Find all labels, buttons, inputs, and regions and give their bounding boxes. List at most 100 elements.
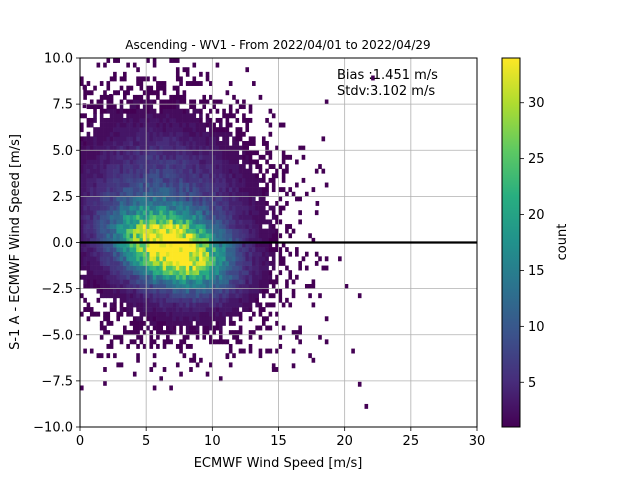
histogram-bin — [228, 228, 233, 234]
histogram-bin — [175, 173, 180, 179]
histogram-bin — [103, 233, 107, 239]
histogram-bin — [212, 339, 216, 345]
histogram-bin — [248, 293, 253, 299]
histogram-bin — [268, 325, 273, 331]
histogram-bin — [209, 339, 213, 345]
histogram-bin — [228, 191, 233, 197]
histogram-bin — [242, 187, 246, 193]
histogram-bin — [235, 141, 240, 146]
histogram-bin — [132, 168, 137, 174]
histogram-bin — [192, 288, 197, 294]
histogram-bin — [199, 136, 203, 142]
histogram-bin — [195, 108, 200, 114]
histogram-bin — [185, 113, 190, 119]
histogram-bin — [271, 214, 276, 220]
histogram-bin — [119, 339, 124, 345]
histogram-bin — [275, 320, 279, 326]
histogram-bin — [169, 325, 173, 331]
histogram-bin — [152, 150, 157, 156]
histogram-bin — [129, 270, 134, 276]
histogram-bin — [132, 150, 137, 156]
histogram-bin — [205, 99, 210, 105]
histogram-bin — [123, 164, 127, 169]
histogram-bin — [162, 182, 167, 188]
histogram-bin — [232, 270, 236, 276]
histogram-bin — [199, 228, 203, 234]
histogram-bin — [156, 307, 160, 312]
histogram-bin — [189, 141, 193, 146]
histogram-bin — [195, 136, 200, 142]
histogram-bin — [212, 99, 216, 105]
histogram-bin — [136, 357, 140, 363]
histogram-bin — [86, 196, 91, 202]
histogram-bin — [258, 187, 263, 193]
histogram-bin — [218, 293, 223, 299]
histogram-bin — [179, 330, 183, 336]
histogram-bin — [185, 260, 190, 266]
histogram-bin — [136, 141, 140, 146]
histogram-bin — [255, 260, 259, 266]
histogram-bin — [182, 159, 187, 165]
histogram-bin — [248, 205, 253, 211]
histogram-bin — [146, 242, 150, 248]
histogram-bin — [268, 224, 273, 229]
histogram-bin — [209, 307, 213, 312]
histogram-bin — [242, 293, 246, 299]
histogram-bin — [83, 274, 87, 280]
histogram-bin — [152, 205, 157, 211]
histogram-bin — [123, 187, 127, 193]
histogram-bin — [169, 224, 173, 229]
histogram-bin — [152, 117, 157, 123]
histogram-bin — [205, 214, 210, 220]
histogram-bin — [136, 224, 140, 229]
histogram-bin — [225, 247, 230, 253]
histogram-bin — [248, 279, 253, 285]
histogram-bin — [136, 302, 140, 308]
histogram-bin — [83, 242, 87, 248]
histogram-bin — [222, 242, 226, 248]
histogram-bin — [209, 242, 213, 248]
histogram-bin — [96, 228, 101, 234]
histogram-bin — [159, 145, 164, 151]
histogram-bin — [252, 191, 256, 197]
histogram-bin — [89, 219, 94, 225]
histogram-bin — [156, 316, 160, 322]
histogram-bin — [80, 159, 84, 165]
histogram-bin — [106, 279, 111, 285]
histogram-bin — [202, 270, 207, 276]
histogram-bin — [189, 159, 193, 165]
histogram-bin — [258, 164, 263, 169]
histogram-bin — [86, 187, 91, 193]
histogram-bin — [238, 168, 243, 174]
histogram-bin — [189, 256, 193, 262]
histogram-bin — [215, 270, 220, 276]
histogram-bin — [285, 154, 289, 160]
histogram-bin — [248, 307, 253, 312]
histogram-bin — [222, 145, 226, 151]
histogram-bin — [93, 214, 97, 220]
histogram-bin — [83, 260, 87, 266]
histogram-bin — [129, 159, 134, 165]
histogram-bin — [242, 279, 246, 285]
histogram-bin — [182, 228, 187, 234]
histogram-bin — [195, 182, 200, 188]
histogram-bin — [235, 214, 240, 220]
histogram-bin — [169, 385, 173, 391]
histogram-bin — [89, 205, 94, 211]
histogram-bin — [166, 191, 170, 197]
histogram-bin — [212, 210, 216, 216]
histogram-bin — [142, 251, 147, 257]
histogram-bin — [162, 136, 167, 142]
histogram-bin — [192, 251, 197, 257]
histogram-bin — [159, 200, 164, 206]
histogram-bin — [268, 311, 273, 317]
histogram-bin — [93, 274, 97, 280]
histogram-bin — [136, 122, 140, 128]
histogram-bin — [195, 150, 200, 156]
histogram-bin — [235, 224, 240, 229]
histogram-bin — [192, 307, 197, 312]
histogram-bin — [232, 251, 236, 257]
histogram-bin — [156, 260, 160, 266]
histogram-bin — [136, 219, 140, 225]
histogram-bin — [215, 177, 220, 183]
